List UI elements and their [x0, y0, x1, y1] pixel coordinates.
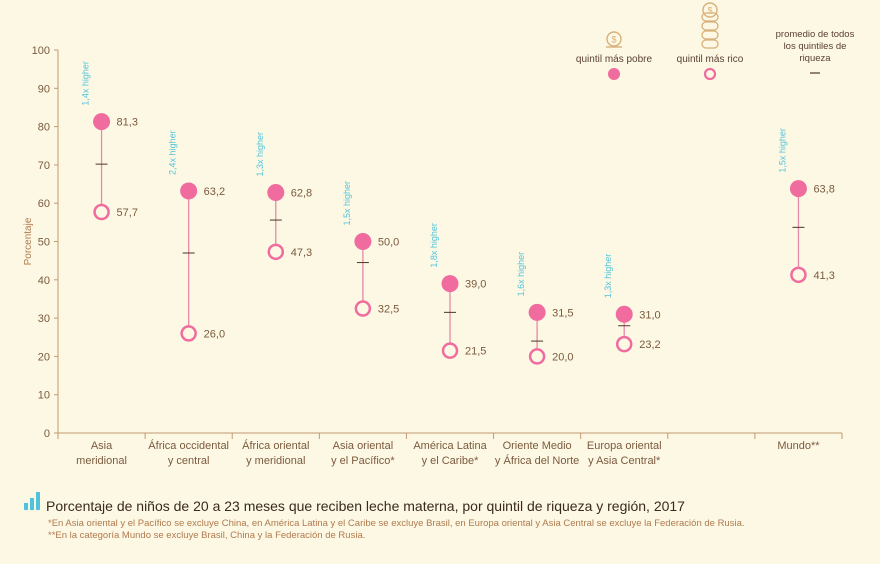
poorest-point — [441, 342, 459, 359]
poorest-point — [528, 348, 546, 365]
poorest-value-label: 21,5 — [465, 346, 486, 358]
richest-value-label: 63,2 — [204, 186, 225, 198]
coin-icon — [606, 31, 622, 47]
category-label: y Asia Central* — [588, 455, 661, 467]
category-label: Asia oriental — [333, 440, 394, 452]
category-label: y el Caribe* — [422, 455, 480, 467]
footnote-2: **En la categoría Mundo se excluye Brasi… — [48, 530, 366, 541]
richest-point — [528, 303, 546, 321]
richest-value-label: 81,3 — [117, 117, 138, 129]
richest-value-label: 31,5 — [552, 307, 573, 319]
coin-icon-symbol: $ — [611, 35, 616, 45]
poorest-point — [93, 203, 110, 221]
legend-hollow-dot — [703, 67, 717, 81]
footnote-1: *En Asia oriental y el Pacífico se exclu… — [48, 518, 745, 529]
richest-value-label: 39,0 — [465, 279, 486, 291]
coin-top-icon — [702, 2, 718, 18]
category-label: Europa oriental — [587, 440, 662, 452]
coin-stack-icon — [701, 39, 719, 49]
poorest-point — [180, 325, 197, 342]
dot-range-chart: 0 10 20 30 40 50 60 70 80 90 100 Porcentaje Asia meri… — [23, 2, 855, 467]
richest-value-label: 62,8 — [291, 187, 312, 199]
y-tick-label: 70 — [38, 160, 50, 172]
ratio-annotation: 1,3x higher — [255, 132, 265, 177]
poorest-value-label: 41,3 — [813, 270, 834, 282]
y-tick-label: 60 — [38, 198, 50, 210]
poorest-value-label: 26,0 — [204, 328, 225, 340]
richest-value-label: 31,0 — [639, 309, 660, 321]
category-label: América Latina — [413, 440, 487, 452]
chart-caption: Porcentaje de niños de 20 a 23 meses que… — [46, 498, 685, 514]
poorest-point — [790, 266, 807, 284]
coin-stack-icon — [701, 30, 719, 40]
richest-point — [615, 305, 633, 323]
ratio-annotation: 1,3x higher — [603, 254, 613, 299]
y-tick-label: 100 — [32, 45, 50, 57]
category-label: Asia — [91, 440, 113, 452]
coin-top-icon-symbol: $ — [707, 6, 712, 16]
category-label: África oriental — [242, 439, 309, 452]
category-label: Mundo** — [777, 440, 820, 452]
legend-average-label: los quintiles de — [784, 41, 847, 52]
y-tick-label: 20 — [38, 351, 50, 363]
richest-point — [180, 182, 198, 200]
y-tick-label: 80 — [38, 122, 50, 134]
y-tick-label: 10 — [38, 390, 50, 402]
legend-average-label: promedio de todos — [776, 29, 855, 40]
y-tick-label: 90 — [38, 83, 50, 95]
ratio-annotation: 1,8x higher — [429, 223, 439, 268]
y-tick-label: 30 — [38, 313, 50, 325]
richest-point — [789, 180, 807, 198]
legend-richest-label: quintil más rico — [677, 54, 744, 65]
category-label: Oriente Medio — [503, 440, 572, 452]
poorest-value-label: 57,7 — [117, 207, 138, 219]
coin-stack-icon — [701, 21, 719, 31]
category-label: meridional — [76, 455, 127, 467]
bar-chart-icon — [24, 492, 42, 510]
richest-value-label: 50,0 — [378, 237, 399, 249]
richest-point — [267, 183, 285, 201]
legend-poorest-label: quintil más pobre — [576, 54, 653, 65]
category-label: y meridional — [246, 455, 305, 467]
ratio-annotation: 1,5x higher — [342, 181, 352, 226]
category-label: y África del Norte — [495, 454, 579, 467]
ratio-annotation: 1,5x higher — [777, 128, 787, 173]
richest-value-label: 63,8 — [813, 184, 834, 196]
poorest-value-label: 32,5 — [378, 304, 399, 316]
category-label: y central — [168, 455, 210, 467]
ratio-annotation: 1,6x higher — [516, 252, 526, 297]
y-tick-label: 0 — [44, 428, 50, 440]
legend-average-label: riqueza — [799, 53, 831, 64]
poorest-value-label: 23,2 — [639, 339, 660, 351]
y-axis-label: Porcentaje — [23, 217, 34, 265]
poorest-point — [267, 243, 285, 261]
poorest-value-label: 47,3 — [291, 247, 312, 259]
category-label: y el Pacífico* — [331, 455, 395, 467]
poorest-value-label: 20,0 — [552, 351, 573, 363]
y-tick-label: 40 — [38, 275, 50, 287]
richest-point — [354, 233, 372, 250]
ratio-annotation: 2,4x higher — [168, 130, 178, 175]
ratio-annotation: 1,4x higher — [81, 61, 91, 106]
richest-point — [93, 113, 111, 131]
richest-point — [441, 275, 459, 293]
category-label: África occidental — [148, 439, 229, 452]
poorest-point — [354, 300, 372, 317]
y-tick-label: 50 — [38, 237, 50, 249]
poorest-point — [615, 335, 633, 353]
legend-filled-dot — [608, 68, 620, 80]
